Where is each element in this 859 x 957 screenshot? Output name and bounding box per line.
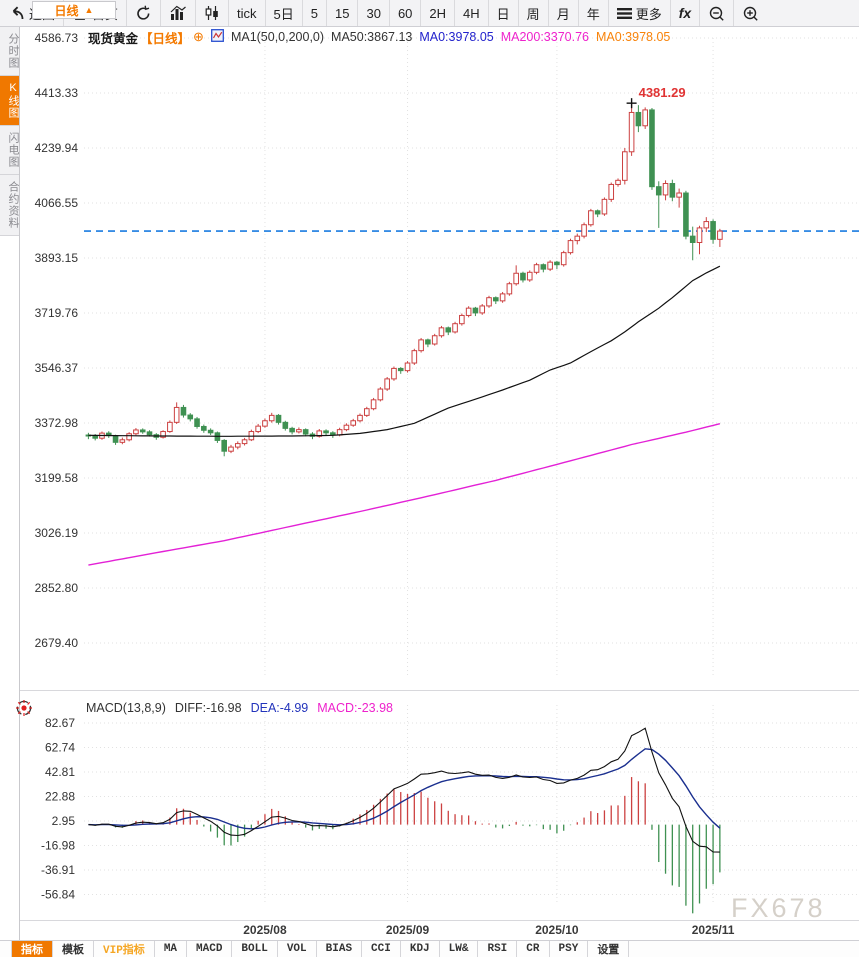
svg-text:4239.94: 4239.94 — [35, 141, 79, 155]
macd-params-label: MACD(13,8,9) — [86, 700, 166, 715]
refresh-button[interactable] — [127, 0, 162, 26]
x-axis-label: 2025/10 — [535, 923, 579, 937]
formula-fx-button[interactable]: fx — [671, 0, 701, 26]
period-4h-button[interactable]: 4H — [455, 0, 489, 26]
ma-settings-label: MA1(50,0,200,0) — [230, 30, 325, 44]
svg-text:62.74: 62.74 — [45, 741, 75, 755]
tab-cr[interactable]: CR — [517, 941, 550, 957]
x-axis-label: 2025/08 — [243, 923, 287, 937]
svg-text:4381.29: 4381.29 — [639, 85, 686, 100]
period-tick-button[interactable]: tick — [229, 0, 266, 26]
zoom-in-icon — [742, 5, 759, 22]
tab-ma[interactable]: MA — [155, 941, 188, 957]
x-axis-label: 2025/11 — [691, 923, 735, 937]
macd-dea-value: DEA:-4.99 — [250, 700, 309, 715]
ma200-value: MA200:3370.76 — [500, 30, 589, 44]
indicator-settings-icon[interactable] — [15, 699, 33, 717]
svg-text:-16.98: -16.98 — [41, 839, 75, 853]
tab-kdj[interactable]: KDJ — [401, 941, 440, 957]
macd-indicator-chart[interactable]: 82.67 62.74 42.81 22.88 2.95 -16.98 -36.91 -56.… — [20, 690, 859, 921]
tab-cci[interactable]: CCI — [362, 941, 401, 957]
hamburger-menu-icon — [616, 7, 632, 20]
ma0-blue-value: MA0:3978.05 — [419, 30, 494, 44]
mini-chart-icon — [210, 29, 224, 45]
svg-text:42.81: 42.81 — [45, 765, 75, 779]
tab-rsi[interactable]: RSI — [478, 941, 518, 957]
zoom-out-button[interactable] — [700, 0, 735, 26]
tab-settings[interactable]: 设置 — [588, 941, 630, 957]
tab-vol[interactable]: VOL — [278, 941, 317, 957]
period-year-button[interactable]: 年 — [579, 0, 609, 26]
svg-text:3372.98: 3372.98 — [35, 416, 79, 430]
candlestick-icon — [204, 5, 220, 21]
svg-text:-56.84: -56.84 — [41, 888, 75, 902]
period-day-button[interactable]: 日 — [489, 0, 519, 26]
tab-psy[interactable]: PSY — [550, 941, 589, 957]
svg-text:-36.91: -36.91 — [41, 863, 75, 877]
period-selector-dropdown[interactable]: 日线 ▲ — [32, 1, 116, 19]
zoom-in-button[interactable] — [734, 0, 767, 26]
bar-chart-icon — [169, 5, 187, 21]
more-label: 更多 — [635, 6, 662, 22]
tab-template[interactable]: 模板 — [53, 941, 94, 957]
period-month-button[interactable]: 月 — [549, 0, 579, 26]
main-price-chart[interactable]: 4586.73 4413.33 4239.94 4066.55 3893.15 3719.… — [20, 27, 859, 690]
tab-macd[interactable]: MACD — [187, 941, 233, 957]
svg-text:4413.33: 4413.33 — [35, 86, 79, 100]
chart-header: 现货黄金 【日线】 ⊕ MA1(50,0,200,0) MA50:3867.13 M… — [88, 29, 671, 46]
period-30min-button[interactable]: 30 — [358, 0, 390, 26]
symbol-name: 现货黄金 — [88, 31, 139, 46]
macd-diff-value: DIFF:-16.98 — [174, 700, 242, 715]
sidebar-tab-flash[interactable]: 闪电图 — [0, 126, 19, 175]
svg-text:4066.55: 4066.55 — [35, 196, 79, 210]
sidebar-tab-kline[interactable]: K线图 — [0, 76, 19, 126]
svg-text:82.67: 82.67 — [45, 716, 75, 730]
back-arrow-icon — [8, 5, 25, 21]
sidebar-tab-contract-info[interactable]: 合约资料 — [0, 175, 19, 236]
macd-macd-value: MACD:-23.98 — [317, 700, 393, 715]
watermark: FX678 — [731, 893, 826, 923]
tab-lw[interactable]: LW& — [440, 941, 479, 957]
add-indicator-icon[interactable]: ⊕ — [193, 29, 204, 44]
svg-text:22.88: 22.88 — [45, 790, 75, 804]
left-sidebar: 分时图 K线图 闪电图 合约资料 — [0, 27, 20, 957]
indicator-tab-bar: 指标 模板 VIP指标 MA MACD BOLL VOL BIAS CCI KD… — [0, 940, 859, 957]
svg-text:2852.80: 2852.80 — [35, 581, 79, 595]
candlestick-view-button[interactable] — [196, 0, 230, 26]
svg-text:3199.58: 3199.58 — [35, 471, 79, 485]
svg-text:3719.76: 3719.76 — [35, 306, 79, 320]
refresh-icon — [135, 5, 152, 22]
more-button[interactable]: 更多 — [609, 0, 671, 26]
bar-chart-view-button[interactable] — [161, 0, 197, 26]
macd-header: MACD(13,8,9) DIFF:-16.98 DEA:-4.99 MACD:… — [86, 700, 393, 715]
svg-text:2679.40: 2679.40 — [35, 636, 79, 650]
ma50-value: MA50:3867.13 — [331, 30, 413, 44]
svg-text:2.95: 2.95 — [52, 814, 76, 828]
period-15min-button[interactable]: 15 — [327, 0, 359, 26]
period-badge: 【日线】 — [140, 31, 191, 46]
svg-text:3893.15: 3893.15 — [35, 251, 79, 265]
svg-text:4586.73: 4586.73 — [35, 31, 79, 45]
period-2h-button[interactable]: 2H — [421, 0, 456, 26]
tab-indicator[interactable]: 指标 — [11, 941, 53, 957]
sidebar-tab-time-share[interactable]: 分时图 — [0, 27, 19, 76]
zoom-out-icon — [708, 5, 725, 22]
tab-boll[interactable]: BOLL — [232, 941, 278, 957]
chevron-up-icon: ▲ — [84, 5, 94, 15]
ma0-orange-value: MA0:3978.05 — [595, 30, 671, 44]
svg-text:3546.37: 3546.37 — [35, 361, 79, 375]
period-60min-button[interactable]: 60 — [390, 0, 422, 26]
tab-bias[interactable]: BIAS — [317, 941, 363, 957]
period-5day-button[interactable]: 5日 — [266, 0, 303, 26]
svg-text:3026.19: 3026.19 — [35, 526, 79, 540]
x-axis-label: 2025/09 — [385, 923, 430, 937]
period-5min-button[interactable]: 5 — [303, 0, 327, 26]
period-week-button[interactable]: 周 — [519, 0, 549, 26]
period-selector-label: 日线 — [54, 3, 79, 18]
x-axis-row: 2025/08 2025/09 2025/10 2025/11 — [20, 920, 859, 940]
tab-vip-indicator[interactable]: VIP指标 — [94, 941, 155, 957]
top-toolbar: 返回 首页 tick 5日 5 15 30 60 2H — [0, 0, 859, 27]
